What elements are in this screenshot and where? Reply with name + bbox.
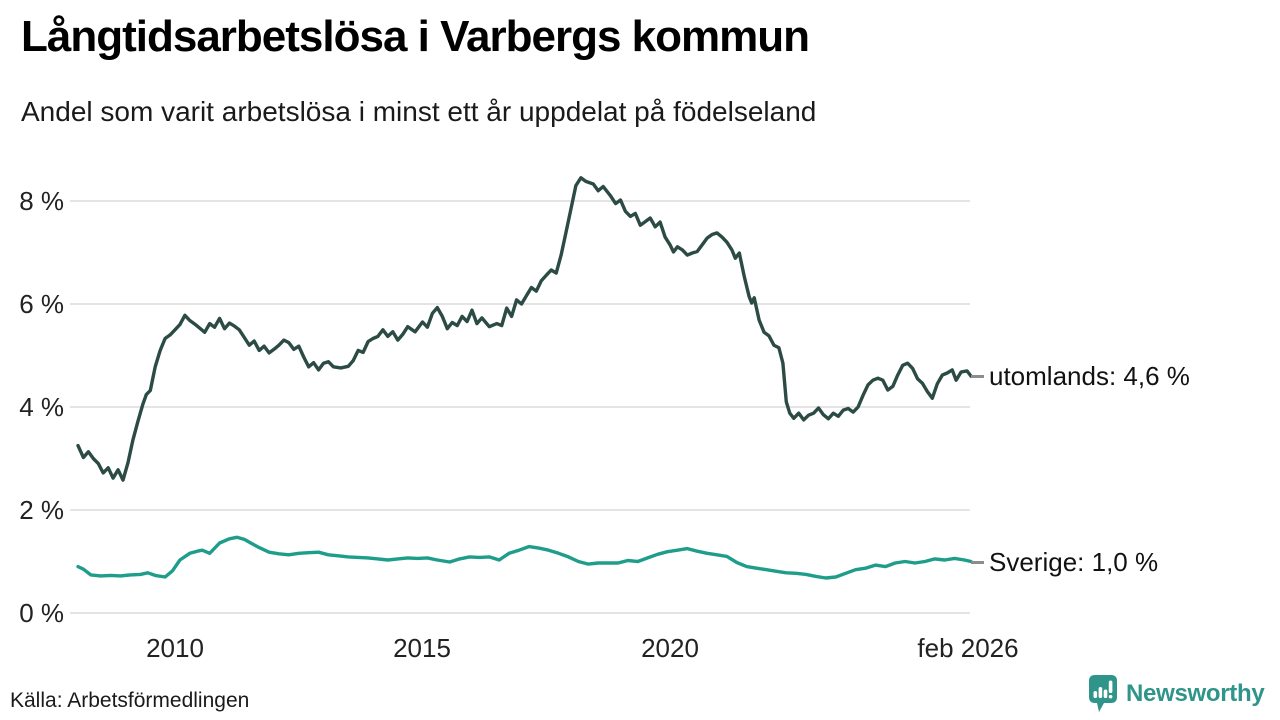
y-tick-0: 0 %: [19, 598, 64, 628]
annotation-utomlands-label: utomlands: 4,6 %: [989, 360, 1190, 391]
x-tick-2015: 2015: [393, 633, 451, 663]
y-tick-8: 8 %: [19, 186, 64, 216]
leader-dash-icon: [971, 560, 984, 564]
page-subtitle: Andel som varit arbetslösa i minst ett å…: [21, 96, 817, 127]
annotation-utomlands: utomlands: 4,6 %: [971, 360, 1190, 391]
annotation-sverige-label: Sverige: 1,0 %: [989, 546, 1159, 577]
x-tick-2010: 2010: [146, 633, 204, 663]
source-note: Källa: Arbetsförmedlingen: [10, 689, 250, 712]
gridlines: [70, 200, 970, 614]
y-tick-6: 6 %: [19, 289, 64, 319]
bar-chart-bubble-icon: [1089, 675, 1117, 712]
y-tick-4: 4 %: [19, 392, 64, 422]
x-tick-feb-2026: feb 2026: [917, 633, 1019, 663]
page-title: Långtidsarbetslösa i Varbergs kommun: [21, 12, 810, 61]
series-utomlands-line: [76, 176, 973, 482]
newsworthy-logo: Newsworthy: [1088, 675, 1265, 712]
annotation-sverige: Sverige: 1,0 %: [971, 546, 1159, 577]
y-tick-2: 2 %: [19, 495, 64, 525]
newsworthy-wordmark: Newsworthy: [1126, 680, 1265, 707]
series-sverige-line: [76, 535, 973, 580]
leader-dash-icon: [971, 374, 984, 378]
x-tick-2020: 2020: [641, 633, 699, 663]
